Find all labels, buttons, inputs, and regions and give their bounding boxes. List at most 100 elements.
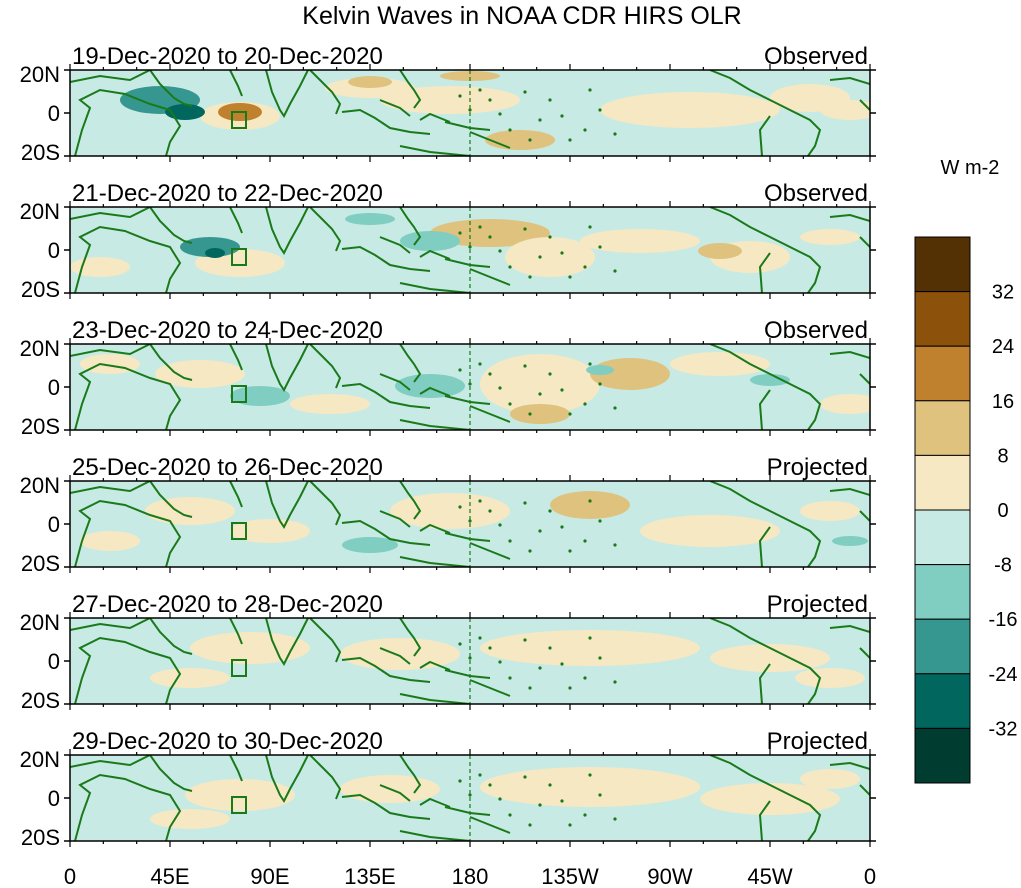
olr-anomaly-contour [185,779,295,811]
coastline [341,245,431,272]
region-box [231,796,247,814]
longitude-label: 90E [250,864,289,888]
island [598,519,602,523]
coastline [70,755,151,768]
island [588,362,592,366]
colorbar-swatch [914,727,971,784]
olr-anomaly-contour [580,229,700,253]
island [598,382,602,386]
island [538,803,542,807]
olr-anomaly-contour [70,257,130,277]
olr-anomaly-contour [710,644,830,672]
region-box [231,659,247,677]
island [588,499,592,503]
colorbar-label: 0 [997,500,1008,522]
coastline [70,70,151,83]
coastline [444,669,491,679]
island [498,523,502,527]
map-panel: 25-Dec-2020 to 26-Dec-2020 Projected 20N 0 2… [20,454,876,576]
coastline [829,76,870,85]
island [528,549,532,553]
island [588,636,592,640]
coastline [379,647,411,665]
island [613,543,617,547]
olr-anomaly-contour [395,374,465,398]
coastline [265,70,309,118]
olr-anomaly-contour [750,374,790,386]
island [468,793,472,797]
island [613,680,617,684]
colorbar-label: 32 [992,282,1014,304]
coastline [399,70,422,109]
island [538,118,542,122]
coastline [265,618,309,666]
island [488,509,492,513]
island [548,783,552,787]
olr-anomaly-contour [480,630,700,666]
coastline [265,207,309,255]
olr-anomaly-contour [230,519,310,543]
coastline [859,647,870,659]
island [468,519,472,523]
coastline [309,70,342,115]
panel-status: Projected [767,454,868,481]
island [583,128,587,132]
map-field [70,207,870,293]
coastline [379,373,411,391]
island [548,646,552,650]
island [568,549,572,553]
longitude-axis: 0 45E 90E 135E 180 135W 90W 45W 0 [64,864,876,888]
island [613,817,617,821]
island [478,225,482,229]
island [613,132,617,136]
coastline [74,362,182,430]
coastline [149,755,193,792]
latitude-label: 20N [20,199,60,224]
coastline [229,618,243,645]
coastline [74,225,182,293]
coastline [859,510,870,522]
map-panel: 19-Dec-2020 to 20-Dec-2020 Observed 20N 0 20… [20,43,876,165]
coastline [341,793,431,820]
latitude-label: 20N [20,747,60,772]
coastline [70,207,151,220]
coastline [444,395,491,405]
coastline [399,207,422,246]
olr-anomaly-contour [150,809,230,829]
olr-anomaly-contour [510,404,570,424]
latitude-label: 20S [21,277,60,302]
island [508,676,512,680]
latitude-label: 20S [21,551,60,576]
coastline [758,526,771,567]
olr-anomaly-contour [800,229,860,245]
map-field [70,70,870,156]
olr-anomaly-contour [290,394,370,414]
olr-anomaly-contour [430,219,550,247]
coastline [709,618,822,704]
island [528,823,532,827]
island [613,269,617,273]
island [498,112,502,116]
longitude-label: 0 [864,864,876,888]
panel-date-range: 19-Dec-2020 to 20-Dec-2020 [72,43,383,70]
coastline [419,797,451,808]
coastline [829,624,870,633]
panel-date-range: 25-Dec-2020 to 26-Dec-2020 [72,454,383,481]
olr-anomaly-contour [832,536,868,546]
island [528,686,532,690]
coastline [758,389,771,430]
coastline [309,344,342,389]
island [488,646,492,650]
colorbar-swatch [914,236,971,293]
longitude-label: 45W [747,864,792,888]
coastline [829,213,870,222]
panel-date-range: 29-Dec-2020 to 30-Dec-2020 [72,728,383,755]
island [478,636,482,640]
coastline [70,481,151,494]
colorbar-swatch [914,673,971,729]
coastline [341,519,431,546]
coastline [758,663,771,704]
island [528,138,532,142]
island [598,245,602,249]
coastline [419,523,451,534]
